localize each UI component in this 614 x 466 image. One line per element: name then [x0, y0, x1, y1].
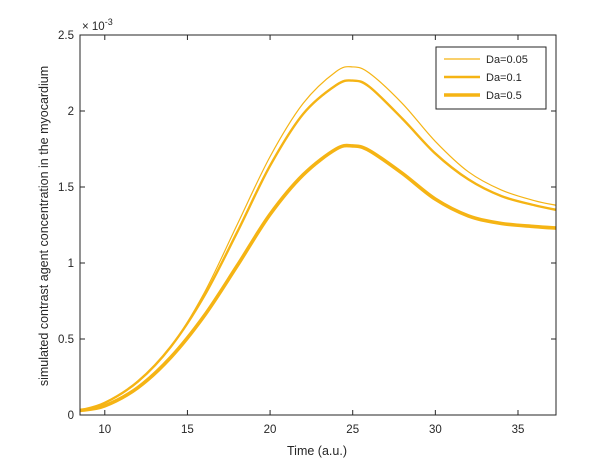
x-tick-label: 35	[512, 424, 525, 436]
x-tick-label: 30	[429, 424, 442, 436]
y-axis-label: simulated contrast agent concentration i…	[37, 66, 51, 386]
x-tick-label: 15	[181, 424, 194, 436]
y-tick-label: 1.5	[58, 182, 74, 194]
y-exponent-base: × 10	[82, 21, 105, 33]
y-exponent-label: × 10-3	[82, 17, 113, 33]
x-tick-label: 25	[346, 424, 359, 436]
y-tick-label: 1	[68, 258, 74, 270]
y-exponent-power: -3	[105, 17, 113, 27]
legend-entry-3: Da=0.5	[486, 90, 522, 102]
series-group	[80, 66, 556, 413]
legend-entry-1: Da=0.05	[486, 54, 528, 66]
axes: Time (a.u.) simulated contrast agent con…	[37, 17, 557, 458]
y-tick-label: 2	[68, 106, 74, 118]
series-line-2	[80, 79, 556, 412]
axes-box	[79, 34, 557, 416]
x-tick-label: 10	[98, 424, 111, 436]
y-tick-label: 0.5	[58, 334, 74, 346]
x-axis-label: Time (a.u.)	[287, 444, 347, 458]
legend-entry-2: Da=0.1	[486, 72, 522, 84]
y-tick-label: 2.5	[58, 30, 74, 42]
y-tick-label: 0	[68, 410, 74, 422]
x-tick-label: 20	[264, 424, 277, 436]
series-line-3	[80, 143, 556, 413]
legend: Da=0.05 Da=0.1 Da=0.5	[435, 46, 547, 110]
